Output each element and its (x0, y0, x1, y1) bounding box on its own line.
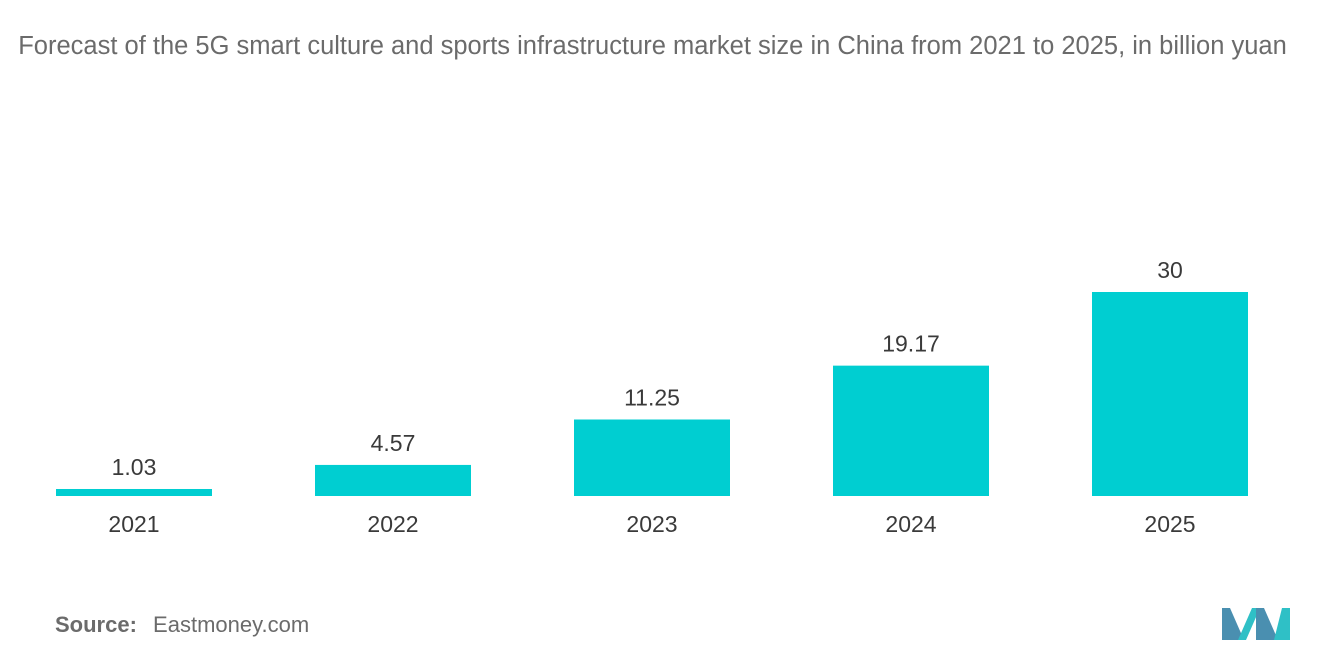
category-label-2023: 2023 (626, 511, 677, 537)
mordor-logo-icon (1222, 608, 1290, 640)
bar-2023 (574, 419, 730, 496)
category-label-2025: 2025 (1144, 511, 1195, 537)
logo-tail-stroke (1274, 608, 1290, 640)
value-label-2025: 30 (1157, 257, 1183, 283)
category-label-2021: 2021 (108, 511, 159, 537)
bar-2021 (56, 488, 212, 496)
bars-group (56, 292, 1248, 496)
value-label-2023: 11.25 (624, 385, 680, 411)
logo-middle-stroke (1238, 608, 1260, 640)
category-labels-group: 2021 2022 2023 2024 2025 (108, 511, 1195, 537)
bar-2025 (1092, 292, 1248, 496)
source-text: Eastmoney.com (153, 612, 310, 637)
source-note: Source: Eastmoney.com (55, 612, 309, 638)
category-label-2022: 2022 (367, 511, 418, 537)
chart-title: Forecast of the 5G smart culture and spo… (18, 32, 1287, 60)
category-label-2024: 2024 (885, 511, 936, 537)
value-label-2024: 19.17 (882, 331, 940, 357)
bar-2022 (315, 464, 471, 496)
bar-2024 (833, 365, 989, 496)
logo-right-stroke (1256, 608, 1278, 640)
source-label: Source: (55, 612, 137, 637)
value-label-2022: 4.57 (371, 430, 416, 456)
logo-left-stroke (1222, 608, 1244, 640)
value-labels-group: 1.03 4.57 11.25 19.17 30 (112, 257, 1183, 480)
value-label-2021: 1.03 (112, 454, 157, 480)
